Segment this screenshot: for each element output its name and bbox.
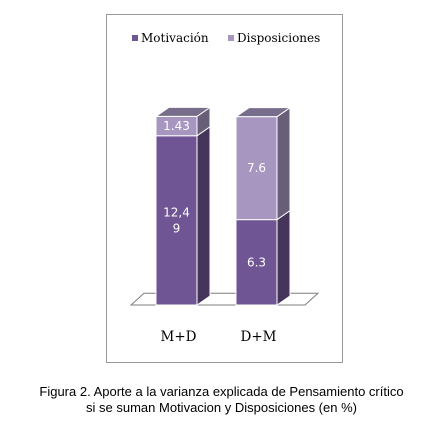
legend-swatch xyxy=(132,35,138,41)
legend-label: Motivación xyxy=(141,31,209,45)
data-label: 1.43 xyxy=(163,119,190,133)
bar-dplusm-disposiciones xyxy=(234,106,292,221)
bar-side-face xyxy=(276,106,291,221)
data-label: 9 xyxy=(173,221,181,235)
bar-mplusd-disposiciones xyxy=(154,106,212,137)
data-label: 7.6 xyxy=(247,161,266,175)
legend-label: Disposiciones xyxy=(237,31,320,45)
bar-front-face xyxy=(235,116,278,221)
bar-front-face xyxy=(155,135,198,306)
bar-side-face xyxy=(196,125,211,306)
legend-item: Disposiciones xyxy=(228,31,320,45)
bar-mplusd-motivacin xyxy=(155,125,211,306)
caption-line-1: Figura 2. Aporte a la varianza explicada… xyxy=(39,384,404,399)
category-label: M+D xyxy=(161,329,197,345)
bar-top-face xyxy=(154,106,212,117)
caption-line-2: si se suman Motivacion y Disposiciones (… xyxy=(86,400,357,415)
bar-side-face xyxy=(276,209,291,306)
legend-item: Motivación xyxy=(132,31,209,45)
data-label: 12,4 xyxy=(163,205,190,219)
category-label: D+M xyxy=(241,329,277,345)
chart-plot: 12,491.436.37.6 Motivación Disposiciones … xyxy=(129,31,320,345)
figure-caption: Figura 2. Aporte a la varianza explicada… xyxy=(0,384,443,416)
bar-dplusm-motivacin xyxy=(235,209,291,306)
bar-top-face xyxy=(234,107,292,118)
legend-swatch xyxy=(228,35,234,41)
data-label: 6.3 xyxy=(247,255,266,269)
